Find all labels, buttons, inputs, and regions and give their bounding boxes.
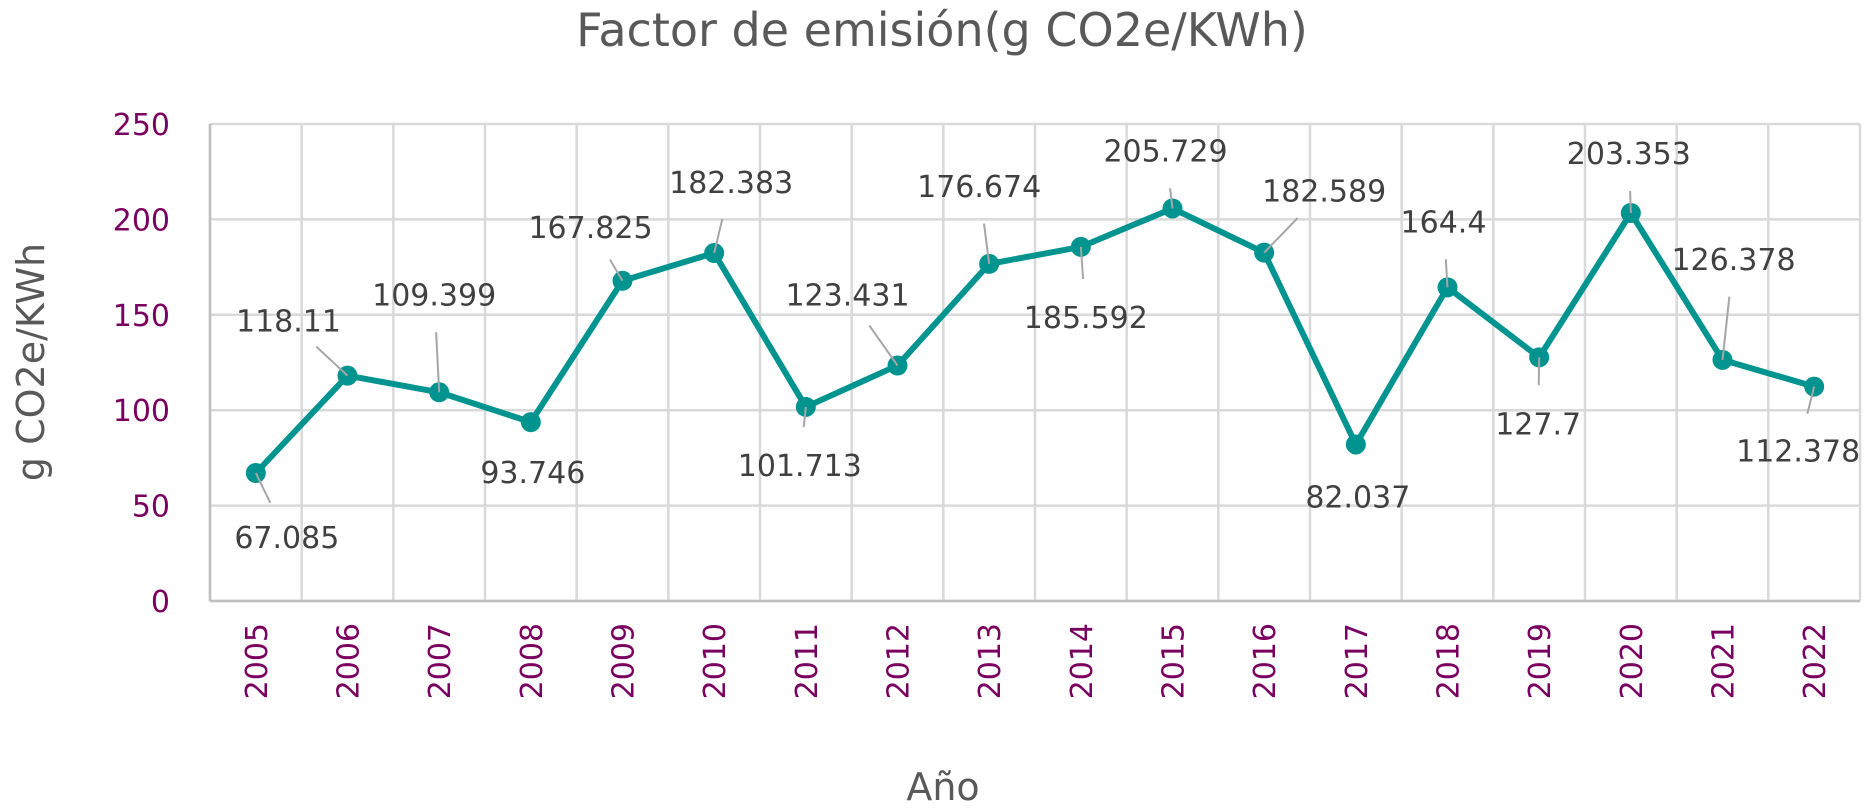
x-tick-label: 2011 <box>790 623 825 699</box>
y-tick-label: 250 <box>113 108 170 143</box>
x-tick-label: 2009 <box>607 623 642 699</box>
data-point <box>704 243 725 264</box>
x-tick-label: 2019 <box>1523 623 1558 699</box>
leader-line <box>868 324 899 367</box>
x-tick-label: 2020 <box>1615 623 1650 699</box>
data-label: 126.378 <box>1671 243 1795 278</box>
x-tick-label: 2014 <box>1065 623 1100 699</box>
data-label: 112.378 <box>1736 435 1860 470</box>
data-label: 93.746 <box>480 456 585 491</box>
data-label: 164.4 <box>1401 205 1487 240</box>
data-label: 109.399 <box>372 278 496 313</box>
data-label: 123.431 <box>785 278 909 313</box>
leader-line <box>254 472 272 504</box>
chart-title: Factor de emisión(g CO2e/KWh) <box>576 3 1308 57</box>
leader-line <box>435 332 441 393</box>
x-tick-label: 2022 <box>1798 623 1833 699</box>
y-tick-label: 200 <box>113 203 170 238</box>
data-label: 101.713 <box>738 449 862 484</box>
leader-line <box>315 345 349 377</box>
y-axis-title: g CO2e/KWh <box>9 243 53 481</box>
x-axis: 2005 2006 2007 2008 2009 2010 2011 2012 2013 2014… <box>240 623 1833 699</box>
leader-line <box>713 218 724 254</box>
x-tick-label: 2006 <box>332 623 367 699</box>
data-point <box>245 463 266 484</box>
data-point <box>1345 434 1366 455</box>
x-axis-title: Año <box>906 765 979 809</box>
data-label: 118.11 <box>236 305 341 340</box>
y-tick-label: 0 <box>151 585 170 620</box>
series-path <box>253 205 1816 476</box>
leader-line <box>1169 188 1174 209</box>
x-tick-label: 2005 <box>240 623 275 699</box>
x-tick-label: 2008 <box>515 623 550 699</box>
data-label: 182.383 <box>669 166 793 201</box>
grid <box>208 122 1862 603</box>
data-point <box>520 412 541 433</box>
y-axis: 0 50 100 150 200 250 <box>113 108 170 620</box>
leader-line <box>802 406 807 428</box>
data-label: 185.592 <box>1024 301 1148 336</box>
data-labels: 67.085 118.11 109.399 93.746 167.825 182.383 1… <box>234 134 1860 556</box>
leader-line <box>1263 217 1299 254</box>
leader-line <box>1444 259 1449 288</box>
y-tick-label: 150 <box>113 299 170 334</box>
y-tick-label: 100 <box>113 394 170 429</box>
data-label: 67.085 <box>234 521 339 556</box>
x-tick-label: 2013 <box>973 623 1008 699</box>
data-label: 82.037 <box>1305 480 1410 515</box>
x-tick-label: 2021 <box>1707 623 1742 699</box>
x-tick-label: 2007 <box>423 623 458 699</box>
data-label: 205.729 <box>1103 134 1227 169</box>
data-label: 176.674 <box>917 170 1041 205</box>
data-label: 182.589 <box>1262 175 1386 210</box>
x-tick-label: 2016 <box>1248 623 1283 699</box>
y-tick-label: 50 <box>132 490 170 525</box>
leader-line <box>1079 246 1085 280</box>
x-tick-label: 2017 <box>1340 623 1375 699</box>
x-tick-label: 2018 <box>1432 623 1467 699</box>
x-tick-label: 2010 <box>698 623 733 699</box>
data-label: 127.7 <box>1495 407 1581 442</box>
data-label: 167.825 <box>528 211 652 246</box>
leader-line <box>609 258 624 282</box>
x-tick-label: 2015 <box>1157 623 1192 699</box>
data-point <box>1070 236 1091 257</box>
leader-line <box>1806 386 1816 414</box>
leader-line <box>983 223 991 265</box>
data-label: 203.353 <box>1567 137 1691 172</box>
leader-line <box>1629 190 1632 214</box>
x-tick-label: 2012 <box>882 623 917 699</box>
leader-line <box>1721 296 1731 360</box>
